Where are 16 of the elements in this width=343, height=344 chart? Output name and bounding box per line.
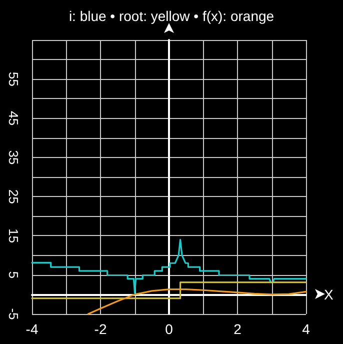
x-tick-label: -2 [94,321,107,337]
line-series [87,288,307,315]
x-tick-label: 2 [234,321,242,337]
y-tick-label: 5 [6,271,21,278]
y-tick-label: 25 [6,189,21,204]
y-tick-label: 55 [6,72,21,86]
chart-title: i: blue • root: yellow • f(x): orange [68,8,274,24]
x-tick-label: 4 [302,321,310,337]
y-tick-label: 45 [6,111,21,126]
y-tick-label: 35 [6,150,21,165]
line-series [31,238,307,294]
x-tick-label: 0 [165,321,174,337]
x-tick-label: -4 [26,321,38,337]
x-axis-title: X [324,286,334,302]
y-tick-label: 15 [6,228,21,243]
y-tick-label: -5 [6,308,21,320]
